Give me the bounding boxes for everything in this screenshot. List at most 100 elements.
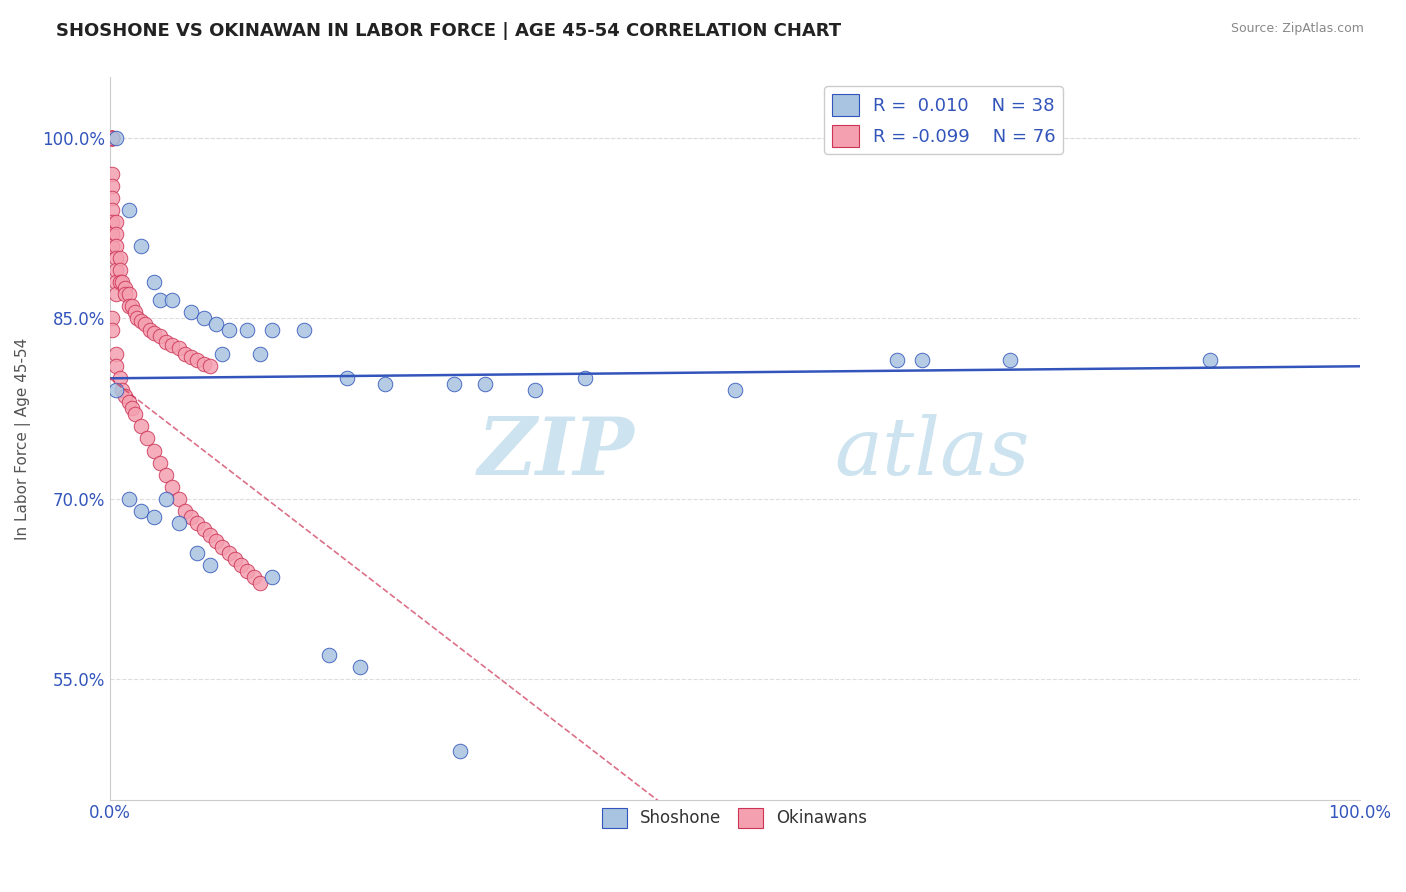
Point: [105, 227, 128, 241]
Point: [101, 239, 124, 253]
Point: [108, 275, 131, 289]
Point: [724, 384, 747, 398]
Point: [108, 251, 131, 265]
Text: SHOSHONE VS OKINAWAN IN LABOR FORCE | AGE 45-54 CORRELATION CHART: SHOSHONE VS OKINAWAN IN LABOR FORCE | AG…: [56, 22, 841, 40]
Point: [101, 130, 124, 145]
Point: [114, 287, 136, 301]
Point: [224, 551, 246, 566]
Y-axis label: In Labor Force | Age 45-54: In Labor Force | Age 45-54: [15, 337, 31, 540]
Point: [236, 323, 259, 337]
Point: [127, 311, 149, 326]
Point: [101, 191, 124, 205]
Point: [134, 317, 156, 331]
Point: [149, 293, 172, 307]
Text: ZIP: ZIP: [478, 414, 634, 491]
Point: [474, 377, 496, 392]
Point: [886, 353, 908, 368]
Point: [349, 660, 371, 674]
Point: [205, 317, 228, 331]
Point: [162, 337, 184, 351]
Point: [129, 419, 152, 434]
Text: atlas: atlas: [835, 414, 1031, 491]
Point: [101, 167, 124, 181]
Point: [180, 350, 202, 364]
Point: [162, 480, 184, 494]
Point: [108, 371, 131, 385]
Point: [155, 491, 177, 506]
Point: [186, 546, 208, 560]
Point: [262, 570, 284, 584]
Point: [105, 263, 128, 277]
Point: [105, 384, 128, 398]
Point: [186, 353, 208, 368]
Point: [242, 570, 264, 584]
Point: [142, 443, 165, 458]
Point: [167, 491, 190, 506]
Point: [105, 275, 128, 289]
Text: Source: ZipAtlas.com: Source: ZipAtlas.com: [1230, 22, 1364, 36]
Point: [249, 575, 271, 590]
Point: [236, 564, 259, 578]
Point: [101, 202, 124, 217]
Point: [167, 341, 190, 355]
Point: [105, 347, 128, 361]
Point: [574, 371, 596, 385]
Point: [162, 293, 184, 307]
Point: [149, 456, 172, 470]
Point: [129, 239, 152, 253]
Point: [121, 401, 143, 416]
Point: [193, 311, 215, 326]
Point: [249, 347, 271, 361]
Point: [129, 504, 152, 518]
Point: [211, 347, 233, 361]
Point: [129, 313, 152, 327]
Point: [118, 395, 141, 409]
Point: [911, 353, 934, 368]
Point: [101, 178, 124, 193]
Point: [136, 432, 159, 446]
Point: [186, 516, 208, 530]
Point: [142, 326, 165, 340]
Point: [139, 323, 162, 337]
Point: [101, 130, 124, 145]
Point: [101, 323, 124, 337]
Point: [167, 516, 190, 530]
Point: [449, 744, 471, 758]
Point: [101, 130, 124, 145]
Point: [1198, 353, 1220, 368]
Point: [105, 239, 128, 253]
Point: [180, 305, 202, 319]
Point: [523, 384, 546, 398]
Point: [443, 377, 465, 392]
Point: [174, 347, 197, 361]
Point: [105, 287, 128, 301]
Point: [198, 558, 221, 572]
Point: [108, 263, 131, 277]
Point: [262, 323, 284, 337]
Point: [292, 323, 315, 337]
Point: [318, 648, 340, 662]
Point: [211, 540, 233, 554]
Point: [218, 546, 240, 560]
Point: [193, 522, 215, 536]
Point: [149, 329, 172, 343]
Point: [101, 130, 124, 145]
Point: [111, 384, 134, 398]
Legend: Shoshone, Okinawans: Shoshone, Okinawans: [595, 801, 875, 835]
Point: [118, 299, 141, 313]
Point: [218, 323, 240, 337]
Point: [998, 353, 1021, 368]
Point: [142, 509, 165, 524]
Point: [105, 251, 128, 265]
Point: [205, 533, 228, 548]
Point: [124, 305, 146, 319]
Point: [118, 287, 141, 301]
Point: [374, 377, 396, 392]
Point: [105, 130, 128, 145]
Point: [105, 359, 128, 374]
Point: [114, 281, 136, 295]
Point: [101, 130, 124, 145]
Point: [121, 299, 143, 313]
Point: [105, 215, 128, 229]
Point: [155, 467, 177, 482]
